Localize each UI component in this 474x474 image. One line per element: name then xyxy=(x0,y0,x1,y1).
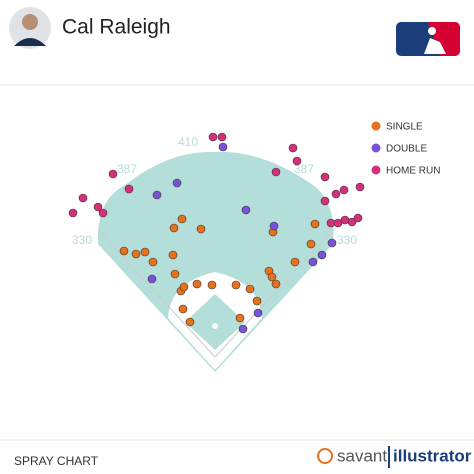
hit-point xyxy=(169,223,179,233)
hit-point xyxy=(196,224,206,234)
hit-point xyxy=(310,219,320,229)
legend-label: SINGLE xyxy=(386,122,423,133)
foul-line xyxy=(214,229,334,358)
distance-label: 330 xyxy=(337,233,357,247)
hit-point xyxy=(124,184,134,194)
hit-point xyxy=(119,246,129,256)
hit-point xyxy=(288,143,298,153)
distance-label: 387 xyxy=(294,162,314,176)
points xyxy=(68,132,365,334)
hit-point xyxy=(78,193,88,203)
hit-point xyxy=(108,169,118,179)
hit-point xyxy=(185,317,195,327)
hit-point xyxy=(98,208,108,218)
hit-point xyxy=(147,274,157,284)
hit-point xyxy=(235,313,245,323)
hit-point xyxy=(353,213,363,223)
hit-point xyxy=(168,250,178,260)
hit-point xyxy=(320,172,330,182)
legend-label: HOME RUN xyxy=(386,166,440,177)
hit-point xyxy=(148,257,158,267)
hit-point xyxy=(231,280,241,290)
hit-point xyxy=(306,239,316,249)
distance-label: 330 xyxy=(72,233,92,247)
hit-point xyxy=(93,202,103,212)
hit-point xyxy=(308,257,318,267)
hit-point xyxy=(207,280,217,290)
hit-point xyxy=(152,190,162,200)
brand-icon xyxy=(317,448,333,464)
hit-point xyxy=(339,185,349,195)
hit-point xyxy=(331,189,341,199)
hit-point xyxy=(355,182,365,192)
distance-label: 410 xyxy=(178,135,198,149)
hit-point xyxy=(253,308,263,318)
hit-point xyxy=(179,282,189,292)
legend-marker xyxy=(371,121,381,131)
hit-point xyxy=(170,269,180,279)
hit-point xyxy=(218,142,228,152)
outfield-grass xyxy=(97,151,334,372)
hit-point xyxy=(172,178,182,188)
hit-point xyxy=(140,247,150,257)
mlb-logo xyxy=(396,22,460,56)
hit-point xyxy=(269,221,279,231)
hit-point xyxy=(327,238,337,248)
hit-point xyxy=(252,296,262,306)
legend: SINGLE DOUBLE HOME RUN xyxy=(371,121,440,177)
player-name: Cal Raleigh xyxy=(62,16,171,39)
legend-marker xyxy=(371,165,381,175)
hit-point xyxy=(245,284,255,294)
hit-point xyxy=(238,324,248,334)
hit-point xyxy=(317,250,327,260)
hit-point xyxy=(217,132,227,142)
player-face xyxy=(22,14,38,30)
hit-point xyxy=(177,214,187,224)
hit-point xyxy=(320,196,330,206)
mound xyxy=(212,323,218,329)
hit-point xyxy=(271,167,281,177)
legend-label: DOUBLE xyxy=(386,144,427,155)
foul-line xyxy=(97,229,216,358)
player-jersey xyxy=(14,38,46,46)
distance-label: 387 xyxy=(117,162,137,176)
footer-label: SPRAY CHART xyxy=(14,454,99,468)
hit-point xyxy=(131,249,141,259)
hit-point xyxy=(292,156,302,166)
hit-point xyxy=(192,279,202,289)
infield-grass xyxy=(185,294,245,350)
hit-point xyxy=(290,257,300,267)
brand: savant xyxy=(337,446,387,465)
hit-point xyxy=(241,205,251,215)
legend-marker xyxy=(371,143,381,153)
hit-point xyxy=(347,217,357,227)
brand-suffix: illustrator xyxy=(393,446,472,465)
hit-point xyxy=(178,304,188,314)
hit-point xyxy=(68,208,78,218)
hit-point xyxy=(267,272,277,282)
hit-point xyxy=(271,279,281,289)
hit-point xyxy=(208,132,218,142)
